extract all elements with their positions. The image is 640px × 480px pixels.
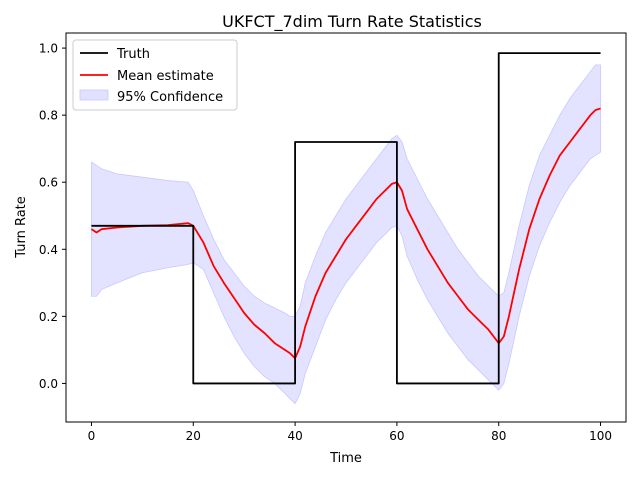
confidence-band-layer (91, 64, 601, 405)
legend-confidence-swatch (79, 89, 109, 101)
y-tick-label: 0.2 (39, 310, 58, 324)
y-axis-label: Turn Rate (14, 196, 29, 259)
legend-box (72, 39, 238, 111)
x-axis-ticks: 0 20 40 60 80 100 (88, 422, 612, 443)
y-tick-label: 0.8 (39, 109, 58, 123)
y-axis-ticks: 0.0 0.2 0.4 0.6 0.8 1.0 (39, 42, 66, 391)
truth-line (91, 52, 601, 385)
y-tick-label: 0.4 (39, 243, 58, 257)
x-tick-label: 40 (287, 429, 302, 443)
legend-mean-label: Mean estimate (117, 69, 214, 84)
y-tick-label: 1.0 (39, 42, 58, 56)
x-tick-label: 20 (186, 429, 201, 443)
y-tick-label: 0.0 (39, 377, 58, 391)
legend-truth-label: Truth (116, 47, 150, 62)
series-line-layer (90, 52, 601, 385)
y-tick-label: 0.6 (39, 176, 58, 190)
x-tick-label: 0 (88, 429, 96, 443)
mean-estimate-line (90, 107, 601, 360)
legend: Truth Mean estimate 95% Confidence (72, 39, 238, 111)
x-tick-label: 100 (589, 429, 612, 443)
confidence-band (91, 64, 601, 405)
legend-confidence-label: 95% Confidence (117, 90, 223, 105)
x-axis-label: Time (329, 451, 362, 466)
x-tick-label: 60 (389, 429, 404, 443)
plot-frame (65, 32, 627, 423)
x-tick-label: 80 (491, 429, 506, 443)
chart-title: UKFCT_7dim Turn Rate Statistics (222, 12, 482, 32)
